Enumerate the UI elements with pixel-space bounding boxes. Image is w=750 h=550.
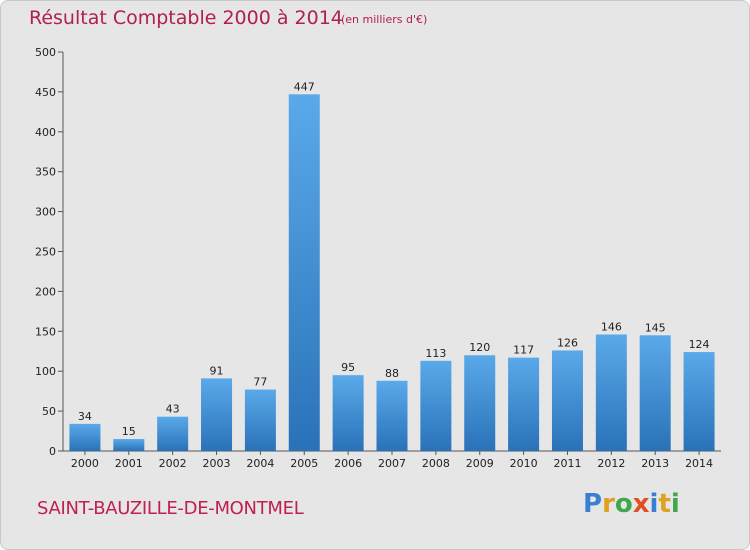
bar-value-label: 95 (341, 361, 355, 374)
x-tick-label: 2014 (685, 457, 713, 470)
bar-value-label: 77 (253, 376, 267, 389)
logo-letter: i (649, 489, 659, 519)
bar (201, 378, 233, 451)
bar (595, 334, 627, 451)
y-tick-label: 150 (35, 325, 56, 338)
bar-value-label: 113 (425, 347, 446, 360)
bar (113, 439, 145, 451)
y-tick-label: 0 (49, 445, 56, 458)
bar (332, 375, 364, 451)
bar (551, 350, 583, 451)
bar-value-label: 43 (166, 403, 180, 416)
chart-subtitle: (en milliers d'€) (341, 13, 428, 26)
y-tick-label: 250 (35, 246, 56, 259)
logo-letter: t (658, 489, 671, 519)
x-tick-label: 2008 (422, 457, 450, 470)
x-tick-label: 2004 (246, 457, 274, 470)
bar (376, 380, 408, 451)
y-tick-label: 100 (35, 365, 56, 378)
x-tick-label: 2006 (334, 457, 362, 470)
bar (639, 335, 671, 451)
bar (420, 360, 452, 451)
logo-letter: o (614, 489, 633, 519)
bar-value-label: 120 (469, 341, 490, 354)
chart-title: Résultat Comptable 2000 à 2014 (29, 7, 343, 29)
y-tick-label: 350 (35, 166, 56, 179)
bar (288, 94, 320, 451)
x-tick-label: 2012 (597, 457, 625, 470)
y-tick-label: 500 (35, 46, 56, 59)
bar-value-label: 447 (294, 80, 315, 93)
x-tick-label: 2009 (466, 457, 494, 470)
logo-letter: P (583, 489, 603, 519)
x-tick-label: 2013 (641, 457, 669, 470)
x-tick-label: 2001 (115, 457, 143, 470)
y-tick-label: 300 (35, 206, 56, 219)
proxiti-logo: Proxiti (583, 489, 680, 519)
bar-value-label: 15 (122, 425, 136, 438)
bar (683, 352, 715, 451)
logo-letter: i (670, 489, 680, 519)
bar-value-label: 126 (557, 336, 578, 349)
bar-value-label: 145 (645, 321, 666, 334)
y-tick-label: 450 (35, 86, 56, 99)
place-name: SAINT-BAUZILLE-DE-MONTMEL (37, 498, 304, 519)
bar (157, 416, 189, 451)
logo-letter: x (632, 489, 650, 519)
bar-value-label: 91 (210, 364, 224, 377)
bar-value-label: 34 (78, 410, 92, 423)
bar (69, 423, 101, 451)
x-tick-label: 2005 (290, 457, 318, 470)
y-tick-label: 50 (42, 405, 56, 418)
bar-value-label: 146 (601, 320, 622, 333)
bar-value-label: 88 (385, 367, 399, 380)
x-tick-label: 2000 (71, 457, 99, 470)
y-tick-label: 200 (35, 285, 56, 298)
x-tick-label: 2011 (553, 457, 581, 470)
x-tick-label: 2007 (378, 457, 406, 470)
x-tick-label: 2002 (159, 457, 187, 470)
bar-value-label: 124 (689, 338, 710, 351)
bar (244, 389, 276, 451)
bar (464, 355, 496, 451)
bar-value-label: 117 (513, 344, 534, 357)
logo-letter: r (602, 489, 615, 519)
bar-chart: 0 50 100 150 200 250 300 350 400 450 500 34 2000 15 20… (35, 46, 721, 470)
bar (508, 357, 540, 451)
y-tick-label: 400 (35, 126, 56, 139)
x-tick-label: 2010 (510, 457, 538, 470)
x-tick-label: 2003 (203, 457, 231, 470)
